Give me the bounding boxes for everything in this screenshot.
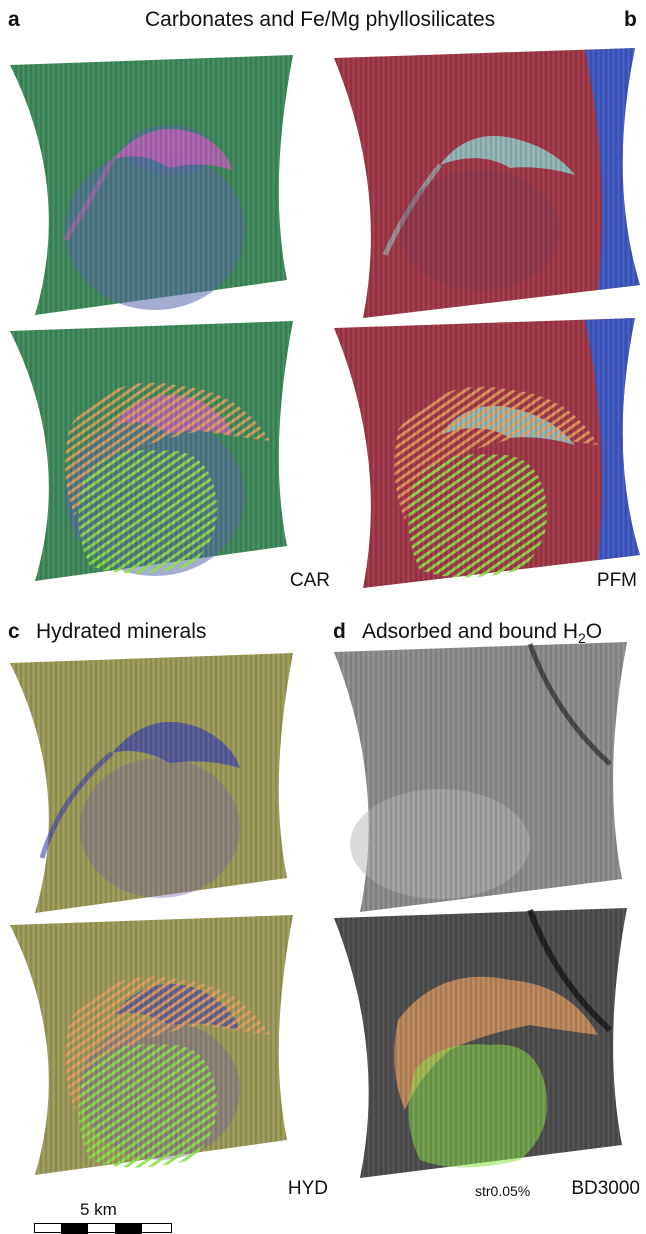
bd3000-image-top [334, 642, 627, 912]
hyd-image-overlay [10, 915, 293, 1175]
scalebar-segment [115, 1224, 142, 1234]
panel-letter-a: a [8, 8, 20, 31]
label-hyd: HYD [287, 1178, 328, 1199]
car-image-overlay [10, 321, 293, 581]
pfm-image-overlay [334, 318, 640, 588]
label-car: CAR [289, 570, 330, 591]
panel-d-title: Adsorbed and bound H2O [362, 620, 603, 647]
panel-letter-d: d [333, 620, 346, 643]
panel-c-title: Hydrated minerals [36, 620, 207, 643]
hyd-image-top [10, 653, 293, 913]
scalebar-label: 5 km [80, 1200, 117, 1219]
car-image-top [10, 55, 293, 315]
bd3000-image-overlay [334, 908, 627, 1178]
stretch-label: str0.05% [475, 1183, 531, 1199]
scalebar-segment [61, 1224, 88, 1234]
panel-letter-b: b [624, 8, 637, 31]
label-pfm: PFM [596, 570, 637, 591]
panel-letter-c: c [8, 620, 20, 643]
top-title: Carbonates and Fe/Mg phyllosilicates [145, 8, 496, 31]
scalebar [34, 1223, 172, 1234]
label-bd3000: BD3000 [571, 1178, 640, 1199]
pfm-image-top [334, 48, 640, 318]
